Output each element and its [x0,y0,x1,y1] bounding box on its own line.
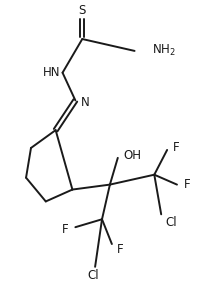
Text: Cl: Cl [87,269,99,282]
Text: F: F [116,243,123,257]
Text: Cl: Cl [164,216,176,229]
Text: NH$_2$: NH$_2$ [152,43,175,58]
Text: F: F [172,141,179,154]
Text: OH: OH [123,149,141,162]
Text: N: N [81,96,90,109]
Text: F: F [183,178,190,191]
Text: HN: HN [43,66,60,79]
Text: S: S [78,4,85,17]
Text: F: F [62,223,68,236]
